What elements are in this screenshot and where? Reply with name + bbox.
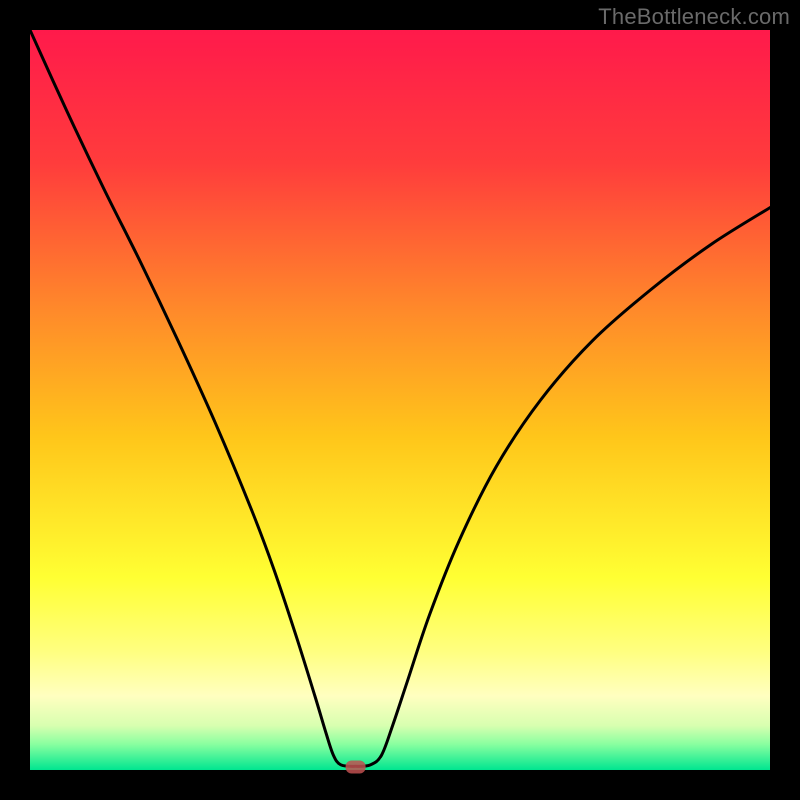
optimal-marker [346,761,366,774]
chart-container: TheBottleneck.com [0,0,800,800]
watermark-text: TheBottleneck.com [598,4,790,30]
chart-svg [0,0,800,800]
plot-background [30,30,770,770]
